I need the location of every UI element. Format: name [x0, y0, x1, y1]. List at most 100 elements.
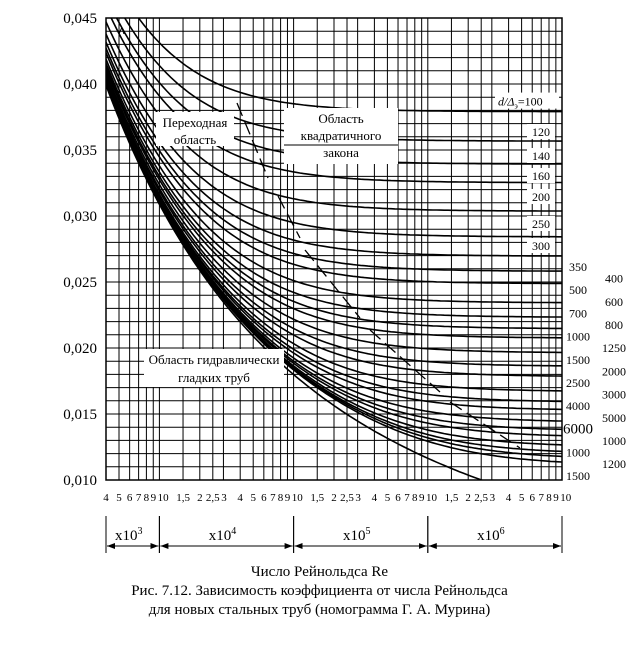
- series-label-right: 6000: [563, 421, 593, 437]
- x-tick-label: 2,5: [340, 492, 354, 504]
- series-label-right: 3000: [602, 388, 626, 402]
- y-tick-label: 0,035: [63, 143, 97, 159]
- x-tick-label: 9: [553, 492, 559, 504]
- x-tick-label: 10: [292, 492, 304, 504]
- curve-d-delta-700: [106, 66, 562, 330]
- annotation-smooth-region: Область гидравлически: [149, 352, 280, 367]
- series-label: 120: [532, 125, 550, 139]
- x-tick-label: 10: [158, 492, 170, 504]
- x-tick-label: 7: [136, 492, 142, 504]
- annotation-smooth-region: гладких труб: [178, 370, 250, 385]
- annotation-smooth-region-bg: [144, 349, 284, 387]
- x-tick-label: 3: [490, 492, 496, 504]
- y-tick-label: 0,030: [63, 209, 97, 225]
- x-tick-label: 2: [465, 492, 471, 504]
- x-tick-label: 4: [103, 492, 109, 504]
- curve-d-delta-2500: [106, 79, 562, 403]
- y-tick-label: 0,010: [63, 473, 97, 489]
- x-tick-label: 8: [144, 492, 150, 504]
- curve-d-delta-500: [106, 58, 562, 304]
- x-tick-label: 3: [221, 492, 227, 504]
- x-tick-label: 7: [404, 492, 410, 504]
- annotation-transition-region: Переходная: [163, 115, 228, 130]
- series-label-bg: [527, 168, 555, 183]
- curve-d-delta-800: [106, 68, 562, 339]
- plot-frame: [105, 17, 563, 481]
- annotation-quadratic-region: квадратичного: [301, 128, 382, 143]
- series-label-right: 400: [605, 272, 623, 286]
- series-label-right: 1000: [602, 434, 626, 448]
- series-label-right: 700: [569, 306, 587, 320]
- x-tick-label: 5: [116, 492, 122, 504]
- figure-caption-line2: для новых стальных труб (номограмма Г. А…: [148, 602, 491, 618]
- curve-d-delta-600: [106, 63, 562, 318]
- series-label-right: 800: [605, 318, 623, 332]
- series-label-first: d/Δэ=100: [498, 95, 543, 111]
- y-tick-label: 0,040: [63, 77, 97, 93]
- x-tick-label: 3: [355, 492, 361, 504]
- y-tick-label: 0,025: [63, 275, 97, 291]
- x-tick-label: 4: [237, 492, 243, 504]
- series-label: 160: [532, 169, 550, 183]
- series-label-right: 500: [569, 283, 587, 297]
- x-tick-label: 4: [372, 492, 378, 504]
- x-tick-label: 6: [127, 492, 133, 504]
- curve-d-delta-15000: [106, 84, 562, 463]
- x-tick-label: 6: [395, 492, 401, 504]
- x-tick-label: 5: [519, 492, 525, 504]
- x-tick-label: 8: [546, 492, 552, 504]
- x-tick-label: 9: [151, 492, 157, 504]
- decade-label: x106: [477, 526, 505, 544]
- series-label-bg: [527, 148, 555, 163]
- y-tick-label: 0,045: [63, 11, 97, 27]
- curve-d-delta-2000: [106, 78, 562, 392]
- series-label-right: 1000: [566, 330, 590, 344]
- x-tick-label: 2,5: [474, 492, 488, 504]
- curve-d-delta-250: [106, 33, 562, 238]
- annotation-quadratic-region-bg: [284, 108, 398, 164]
- y-tick-label: 0,020: [63, 341, 97, 357]
- x-axis-title: Число Рейнольдса Re: [250, 564, 389, 580]
- x-tick-label: 6: [530, 492, 536, 504]
- series-label-right: 1500: [566, 353, 590, 367]
- series-label-bg: [527, 238, 555, 253]
- curve-d-delta-100: [137, 18, 562, 113]
- x-tick-label: 2: [197, 492, 203, 504]
- series-label-bg: [495, 92, 559, 109]
- series-label: 250: [532, 217, 550, 231]
- figure-caption-line1: Рис. 7.12. Зависимость коэффициента от ч…: [131, 583, 508, 599]
- x-tick-label: 7: [539, 492, 545, 504]
- series-label: 140: [532, 149, 550, 163]
- x-tick-label: 10: [426, 492, 438, 504]
- x-tick-label: 6: [261, 492, 267, 504]
- series-label-right: 2000: [602, 364, 626, 378]
- x-tick-label: 5: [251, 492, 257, 504]
- series-label-right: 2500: [566, 376, 590, 390]
- y-tick-label: 0,015: [63, 407, 97, 423]
- series-label-right: 1000: [566, 446, 590, 460]
- series-label: 300: [532, 239, 550, 253]
- series-label-right: 1500: [566, 469, 590, 483]
- series-label-right: 5000: [602, 411, 626, 425]
- series-label-right: 1250: [602, 341, 626, 355]
- series-label-bg: [527, 216, 555, 231]
- curve-d-delta-3000: [106, 80, 562, 411]
- series-label-bg: [527, 124, 555, 139]
- decade-label: x103: [115, 526, 143, 544]
- annotation-quadratic-region: закона: [323, 145, 359, 160]
- series-label-right: 4000: [566, 399, 590, 413]
- series-label-right: 350: [569, 260, 587, 274]
- curve-d-delta-1000: [106, 71, 562, 354]
- x-tick-label: 7: [270, 492, 276, 504]
- x-tick-label: 8: [412, 492, 418, 504]
- x-tick-label: 2,5: [206, 492, 220, 504]
- quadratic-boundary-line: [236, 102, 521, 449]
- series-label-prefix: d/Δ: [498, 95, 514, 109]
- curve-d-delta-350: [106, 47, 562, 272]
- x-tick-label: 1,5: [310, 492, 324, 504]
- x-tick-label: 5: [385, 492, 391, 504]
- annotation-transition-region-bg: [156, 112, 234, 146]
- annotation-quadratic-region: Область: [318, 111, 363, 126]
- x-tick-label: 9: [285, 492, 291, 504]
- curve-smooth-pipe: [106, 84, 484, 480]
